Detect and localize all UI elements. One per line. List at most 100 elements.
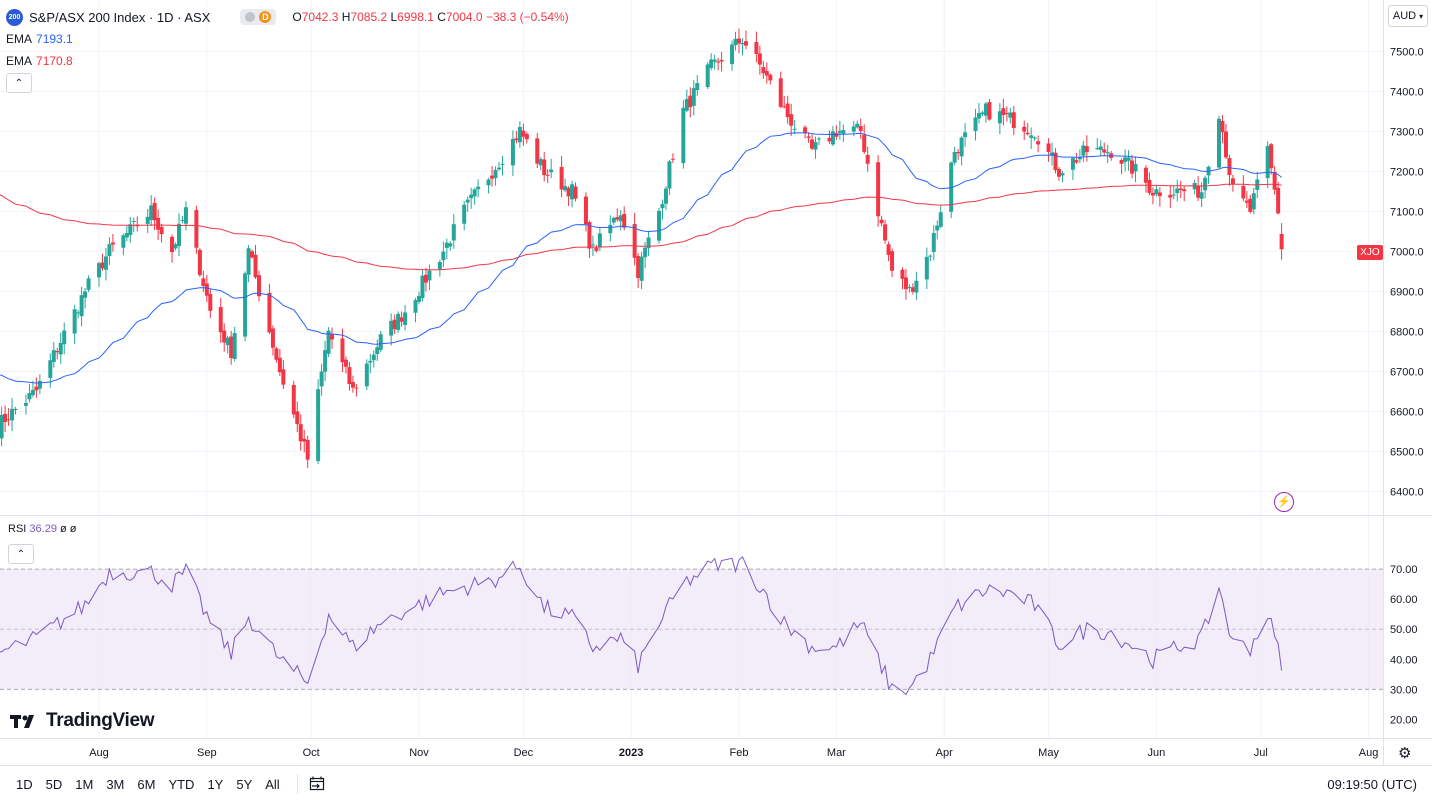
market-status-toggle[interactable]: D	[240, 9, 277, 25]
candle-body	[83, 291, 88, 298]
tradingview-logo[interactable]: TradingView	[10, 710, 155, 732]
candle-body	[183, 207, 188, 224]
candle-body	[1081, 145, 1086, 156]
candle-body	[76, 312, 81, 314]
price-tick-label: 7500.0	[1390, 46, 1424, 58]
delayed-badge: D	[259, 11, 272, 23]
symbol-row[interactable]: 200 S&P/ASX 200 Index · 1D · ASX D O7042…	[6, 6, 569, 28]
candle-body	[549, 169, 554, 173]
candle-body	[806, 136, 811, 138]
candle-body	[977, 113, 981, 119]
date-range-icon[interactable]	[308, 776, 326, 792]
status-dot-icon	[245, 12, 256, 22]
candle-body	[1130, 160, 1135, 174]
candle-body	[1036, 141, 1041, 145]
symbol-title[interactable]: S&P/ASX 200 Index · 1D · ASX	[29, 9, 211, 25]
ema-fast-name: EMA	[6, 32, 33, 46]
candle-body	[1084, 146, 1089, 153]
price-tick-label: 7400.0	[1390, 86, 1424, 98]
candle-body	[330, 334, 335, 340]
close-label: C	[437, 10, 446, 24]
ema-slow-row[interactable]: EMA 7170.8	[6, 50, 569, 72]
price-tick-label: 7100.0	[1390, 206, 1424, 218]
candle-body	[667, 161, 672, 189]
candle-body	[792, 128, 797, 130]
candle-body	[841, 129, 846, 134]
candle-body	[573, 186, 578, 199]
candle-body	[660, 204, 665, 209]
candle-body	[30, 389, 35, 396]
candle-body	[23, 402, 28, 406]
candle-body	[663, 188, 668, 204]
candle-body	[622, 213, 627, 228]
ema-slow-line	[0, 183, 1282, 271]
chart-canvas[interactable]: 6400.0 6500.0 6600.0 6700.0 6800.0 6900.0 7000…	[0, 0, 1432, 765]
candle-body	[110, 242, 115, 245]
candle-body	[684, 99, 689, 111]
candle-body	[1227, 158, 1232, 176]
candle-body	[987, 102, 992, 120]
range-all[interactable]: All	[265, 776, 280, 792]
candle-body	[124, 232, 129, 238]
range-3m[interactable]: 3M	[106, 776, 125, 792]
range-5y[interactable]: 5Y	[236, 776, 253, 792]
candle-body	[510, 138, 515, 166]
range-5d[interactable]: 5D	[45, 776, 63, 792]
collapse-legend-button[interactable]: ⌃	[6, 73, 32, 93]
candle-body	[570, 184, 575, 200]
ema-fast-row[interactable]: EMA 7193.1	[6, 28, 569, 50]
candle-body	[535, 138, 540, 164]
candle-body	[1001, 108, 1006, 115]
candle-body	[27, 393, 32, 400]
gear-icon[interactable]: ⚙	[1398, 745, 1412, 762]
candle-body	[389, 320, 394, 336]
candle-body	[86, 278, 91, 290]
candle-body	[757, 53, 762, 65]
lightning-icon[interactable]: ⚡	[1274, 492, 1294, 512]
candle-body	[611, 218, 616, 223]
candle-body	[876, 162, 881, 217]
candle-body	[997, 111, 1002, 124]
candle-body	[417, 295, 421, 302]
candle-body	[1217, 118, 1221, 168]
currency-selector[interactable]: AUD ▾	[1388, 5, 1428, 27]
time-tick-label: Aug	[1359, 747, 1379, 759]
candle-body	[646, 237, 651, 249]
candle-body	[1123, 157, 1128, 162]
ema-slow-value: 7170.8	[36, 54, 73, 68]
candle-body	[1199, 192, 1204, 199]
candle-body	[392, 319, 397, 330]
candle-body	[1175, 188, 1180, 194]
candle-body	[855, 123, 860, 128]
candle-body	[1150, 192, 1155, 196]
candle-body	[3, 413, 8, 423]
price-tick-label: 7200.0	[1390, 166, 1424, 178]
candle-body	[34, 386, 39, 391]
candle-series	[0, 28, 1284, 468]
candle-body	[1098, 146, 1103, 150]
range-1m[interactable]: 1M	[75, 776, 94, 792]
candle-body	[583, 196, 588, 225]
range-ytd[interactable]: YTD	[168, 776, 195, 792]
candle-body	[1057, 168, 1061, 177]
rsi-legend[interactable]: RSI 36.29 ø ø	[8, 523, 77, 535]
range-1y[interactable]: 1Y	[207, 776, 224, 792]
candle-body	[197, 249, 202, 276]
candle-body	[340, 338, 345, 363]
currency-label: AUD	[1392, 10, 1417, 22]
candle-body	[316, 389, 321, 462]
candle-body	[1004, 113, 1009, 115]
candle-body	[375, 347, 380, 355]
candle-body	[149, 205, 154, 221]
candle-body	[768, 74, 773, 81]
clock[interactable]: 09:19:50 (UTC)	[1327, 776, 1417, 792]
candle-body	[323, 350, 328, 372]
candle-body	[914, 280, 919, 293]
collapse-rsi-button[interactable]: ⌃	[8, 544, 34, 564]
candle-body	[1171, 194, 1176, 196]
range-6m[interactable]: 6M	[137, 776, 156, 792]
candle-body	[1050, 152, 1055, 156]
range-1d[interactable]: 1D	[16, 776, 33, 792]
candle-body	[170, 236, 175, 253]
candle-body	[1157, 192, 1162, 197]
